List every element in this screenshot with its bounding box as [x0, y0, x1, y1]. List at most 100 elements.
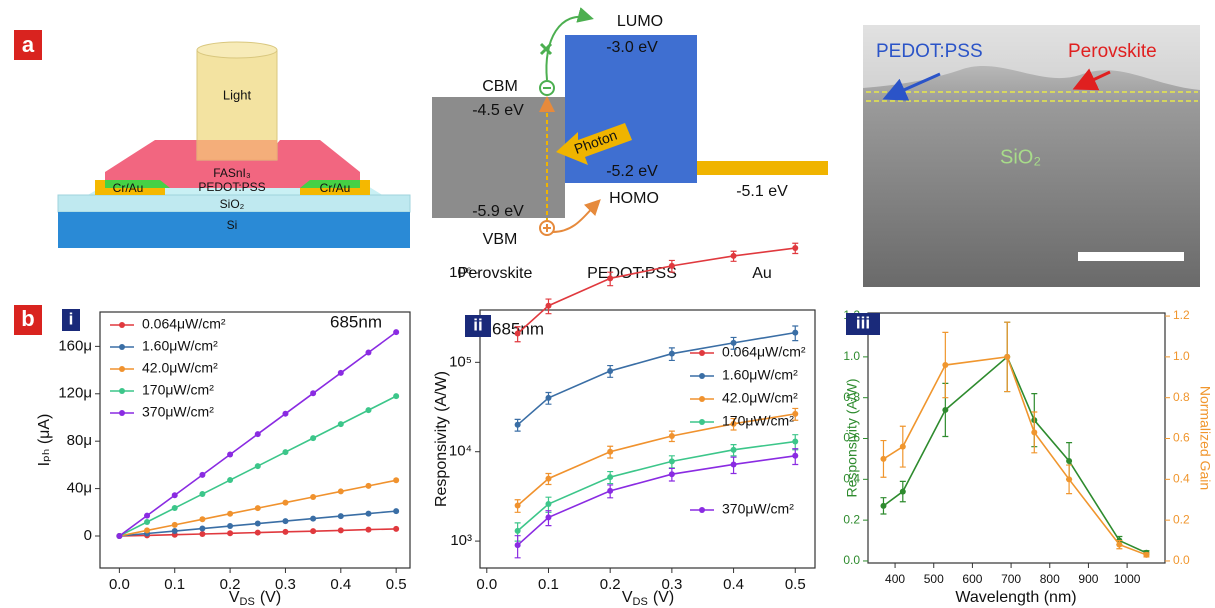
legend-marker	[119, 366, 125, 372]
data-point	[942, 406, 949, 413]
data-point	[514, 527, 521, 534]
x-tick-label: 500	[924, 572, 944, 586]
data-point	[144, 519, 151, 526]
panel-tag: i	[69, 309, 74, 328]
data-point	[792, 410, 799, 417]
light-beam-top	[196, 41, 278, 59]
data-point	[899, 443, 906, 450]
data-point	[1066, 457, 1073, 464]
x-tick-label: 0.0	[476, 576, 497, 593]
x-axis-label: VDS (V)	[229, 589, 281, 608]
legend-label: 170μW/cm²	[722, 413, 794, 429]
y2-tick-label: 0.2	[1173, 512, 1190, 526]
sem-label: Perovskite	[1068, 41, 1157, 62]
series-line	[517, 440, 796, 532]
band-label: CBM	[482, 78, 518, 95]
substrate-layer	[58, 212, 410, 248]
data-point	[880, 455, 887, 462]
device-label: Light	[223, 87, 252, 102]
y-tick-label: 10⁴	[449, 443, 472, 460]
y2-tick-label: 0.4	[1173, 471, 1190, 485]
data-point	[730, 339, 737, 346]
data-point	[1004, 353, 1011, 360]
data-point	[310, 435, 317, 442]
data-point	[199, 491, 206, 498]
device-label: PEDOT:PSS	[198, 180, 265, 194]
legend-marker	[119, 410, 125, 416]
x-tick-label: 0.5	[386, 576, 407, 593]
x-tick-label: 800	[1040, 572, 1060, 586]
y-tick-label: 160μ	[58, 337, 92, 354]
data-point	[310, 515, 317, 522]
material-label: Perovskite	[458, 265, 533, 282]
data-point	[337, 488, 344, 495]
sem-arrow	[882, 72, 941, 101]
x-tick-label: 0.1	[164, 576, 185, 593]
x-axis-label: VDS (V)	[622, 589, 674, 608]
data-point	[310, 390, 317, 397]
x-tick-label: 0.3	[275, 576, 296, 593]
data-point	[282, 518, 289, 525]
series-line	[883, 356, 1147, 556]
data-point	[545, 302, 552, 309]
data-point	[668, 471, 675, 478]
x-tick-label: 0.4	[330, 576, 351, 593]
material-label: Au	[752, 265, 772, 282]
band-label: -3.0 eV	[606, 39, 658, 56]
data-point	[199, 471, 206, 478]
data-point	[545, 394, 552, 401]
device-label: Si	[227, 218, 238, 232]
y-tick-label: 10⁶	[449, 264, 472, 281]
series-line	[517, 455, 796, 546]
x-axis-label-main: V	[622, 589, 633, 606]
data-point	[337, 369, 344, 376]
y2-axis-label: Normalized Gain	[1197, 386, 1213, 490]
x-tick-label: 1000	[1114, 572, 1141, 586]
y-tick-label: 0.2	[843, 512, 860, 526]
x-axis-label-unit: (V)	[260, 589, 281, 606]
panel-tag-box	[62, 309, 80, 331]
y-tick-label: 40μ	[67, 480, 92, 497]
electron-path	[545, 7, 594, 81]
data-point	[1066, 476, 1073, 483]
data-point	[199, 525, 206, 532]
data-point	[792, 438, 799, 445]
data-point	[282, 410, 289, 417]
data-point	[607, 275, 614, 282]
device-label: Cr/Au	[113, 181, 144, 195]
annotation: 685nm	[330, 312, 382, 331]
y-tick-label: 0	[84, 527, 92, 544]
device-schematic: Light FASnI₃ PEDOT:PSS Cr/Au Cr/Au SiO₂ …	[57, 41, 411, 248]
data-point	[144, 527, 151, 534]
x-axis-label-sub: DS	[240, 596, 255, 608]
y-tick-label: 10³	[450, 532, 472, 549]
legend-marker	[699, 396, 705, 402]
blocked-mark	[539, 42, 553, 56]
x-tick-label: 700	[1001, 572, 1021, 586]
y2-tick-label: 1.2	[1173, 308, 1190, 322]
legend-marker	[119, 344, 125, 350]
legend-label: 1.60μW/cm²	[142, 338, 218, 354]
data-point	[199, 516, 206, 523]
legend-marker	[699, 373, 705, 379]
band-label: -4.5 eV	[472, 102, 524, 119]
data-point	[607, 487, 614, 494]
legend-label: 42.0μW/cm²	[142, 360, 218, 376]
legend-marker	[699, 507, 705, 513]
legend-label: 0.064μW/cm²	[142, 316, 226, 332]
y2-tick-label: 0.8	[1173, 390, 1190, 404]
data-point	[792, 245, 799, 252]
sem-label: PEDOT:PSS	[876, 41, 983, 62]
y2-tick-label: 1.0	[1173, 349, 1190, 363]
legend-label: 1.60μW/cm²	[722, 367, 798, 383]
data-point	[730, 461, 737, 468]
y-axis-label: Responsivity (A/W)	[844, 378, 860, 497]
sem-arrow	[1072, 68, 1111, 91]
device-label: Cr/Au	[320, 181, 351, 195]
hole-sign	[543, 224, 551, 232]
device-label: SiO₂	[220, 197, 245, 211]
au-level	[697, 161, 828, 175]
data-point	[668, 458, 675, 465]
data-point	[393, 477, 400, 484]
series-line	[882, 355, 1147, 554]
